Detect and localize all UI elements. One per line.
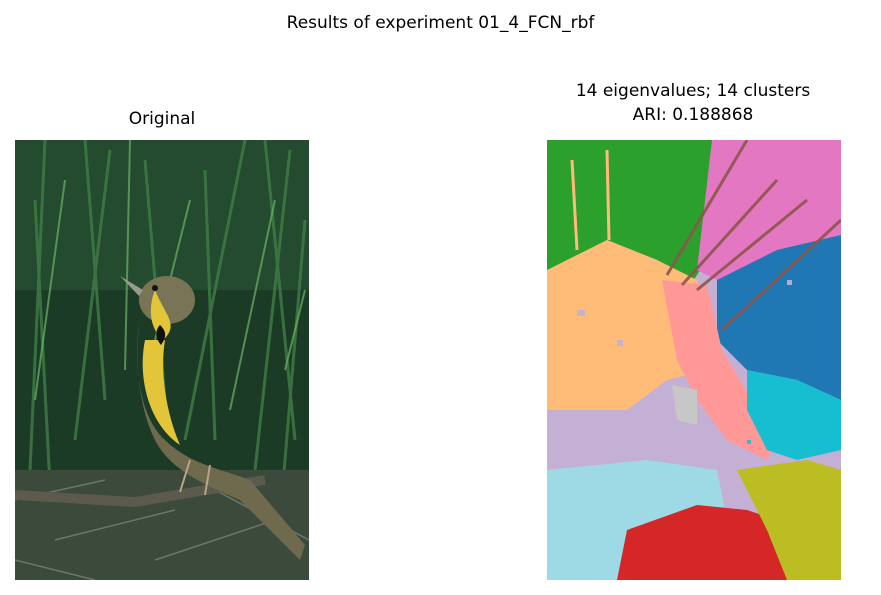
original-image-svg (15, 140, 309, 580)
segmentation-title-line1: 14 eigenvalues; 14 clusters (575, 81, 811, 101)
original-title: Original (128, 109, 196, 129)
figure-suptitle: Results of experiment 01_4_FCN_rbf (286, 13, 595, 33)
original-image (15, 140, 309, 580)
segmentation-title: 14 eigenvalues; 14 clusters ARI: 0.18886… (493, 79, 881, 127)
segmentation-image (547, 140, 841, 580)
segmentation-title-line2: ARI: 0.188868 (632, 105, 754, 125)
segmentation-image-svg (547, 140, 841, 580)
